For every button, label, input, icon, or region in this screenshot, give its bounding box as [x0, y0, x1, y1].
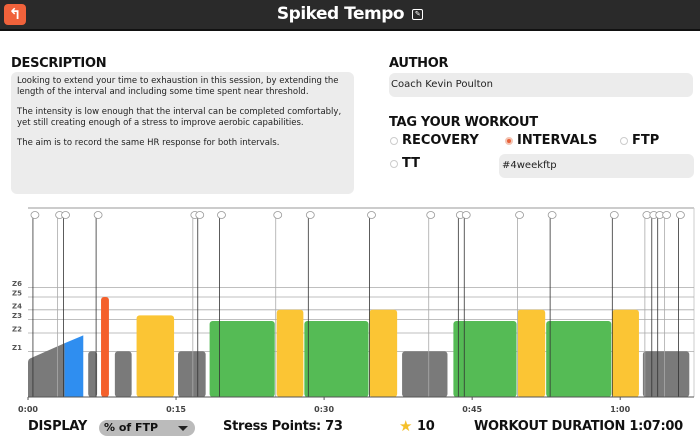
tag-tt-radio[interactable]: TT [390, 156, 420, 171]
star-icon: ★ [399, 417, 413, 435]
text-event-bubble-icon[interactable] [217, 211, 226, 219]
title-text: Spiked Tempo [276, 4, 405, 24]
interval-block[interactable] [114, 351, 132, 397]
description-paragraph: The aim is to record the same HR respons… [17, 138, 280, 148]
interval-block[interactable] [517, 309, 546, 397]
interval-block[interactable] [642, 351, 690, 397]
display-select[interactable]: % of FTP [99, 420, 195, 436]
interval-block[interactable] [276, 309, 304, 397]
back-button[interactable]: ↰ [4, 4, 26, 25]
text-event-bubble-icon[interactable] [515, 211, 524, 219]
interval-block[interactable] [88, 351, 98, 397]
description-paragraph: Looking to extend your time to exhaustio… [17, 76, 339, 97]
interval-block[interactable] [402, 351, 448, 397]
x-tick-label: 0:15 [166, 405, 186, 414]
chevron-down-icon [178, 426, 188, 431]
text-event-bubble-icon[interactable] [367, 211, 376, 219]
hashtag-field[interactable]: #4weekftp [499, 154, 694, 178]
text-event-bubble-icon[interactable] [426, 211, 436, 219]
radio-icon [390, 136, 398, 145]
zone-label: Z2 [12, 326, 22, 334]
interval-block[interactable] [209, 321, 275, 397]
interval-block[interactable] [178, 351, 206, 397]
text-event-bubble-icon[interactable] [61, 211, 70, 219]
radio-label: INTERVALS [517, 133, 598, 148]
description-heading: DESCRIPTION [11, 56, 107, 71]
interval-block[interactable] [101, 297, 109, 397]
text-event-bubble-icon[interactable] [461, 211, 471, 219]
zone-label: Z6 [12, 280, 22, 288]
tag-heading: TAG YOUR WORKOUT [389, 115, 538, 130]
x-tick-label: 0:45 [462, 405, 482, 414]
zone-label: Z1 [12, 344, 22, 352]
description-paragraph: The intensity is low enough that the int… [17, 107, 342, 128]
zone-label: Z3 [12, 312, 22, 320]
text-event-bubble-icon[interactable] [662, 211, 672, 219]
text-event-bubble-icon[interactable] [676, 211, 685, 219]
radio-label: RECOVERY [402, 133, 479, 148]
edit-icon[interactable]: ✎ [412, 8, 424, 20]
text-event-bubble-icon[interactable] [305, 211, 315, 219]
ramp-block-blue[interactable] [64, 335, 84, 397]
workout-chart[interactable]: Z1 Z2 Z3 Z4 Z5 Z6 0:00 0:15 0:30 0:45 1:00 [0, 205, 700, 420]
tag-intervals-radio[interactable]: INTERVALS [505, 133, 597, 148]
star-count: 10 [417, 419, 435, 434]
ramp-block[interactable] [28, 343, 65, 397]
interval-block[interactable] [304, 321, 369, 397]
interval-block[interactable] [612, 309, 639, 397]
interval-block[interactable] [136, 315, 175, 397]
text-event-bubble-icon[interactable] [93, 211, 103, 219]
zone-label: Z5 [12, 290, 22, 298]
author-field[interactable]: Coach Kevin Poulton [389, 73, 693, 97]
display-select-value: % of FTP [104, 421, 159, 434]
interval-block[interactable] [546, 321, 612, 397]
workout-duration: WORKOUT DURATION 1:07:00 [474, 419, 683, 434]
radio-icon [390, 159, 398, 168]
text-event-bubble-icon[interactable] [195, 211, 205, 219]
text-event-bubble-icon[interactable] [547, 211, 557, 219]
radio-label: FTP [632, 133, 660, 148]
radio-label: TT [402, 156, 421, 171]
workout-title[interactable]: Spiked Tempo ✎ [0, 4, 700, 24]
description-field[interactable]: Looking to extend your time to exhaustio… [11, 72, 354, 194]
display-label: DISPLAY [28, 419, 87, 434]
interval-block[interactable] [453, 321, 517, 397]
author-heading: AUTHOR [389, 56, 449, 71]
zone-label: Z4 [12, 302, 22, 310]
x-tick-label: 1:00 [610, 405, 630, 414]
interval-block[interactable] [369, 309, 398, 397]
text-event-bubble-icon[interactable] [273, 211, 283, 219]
stress-points: Stress Points: 73 [223, 419, 343, 434]
header-bar: ↰ Spiked Tempo ✎ [0, 0, 700, 31]
radio-selected-icon [505, 136, 513, 145]
tag-recovery-radio[interactable]: RECOVERY [390, 133, 479, 148]
radio-icon [620, 136, 628, 145]
x-tick-label: 0:00 [18, 405, 38, 414]
tag-ftp-radio[interactable]: FTP [620, 133, 659, 148]
x-tick-label: 0:30 [314, 405, 334, 414]
back-arrow-icon: ↰ [8, 5, 22, 23]
text-event-bubble-icon[interactable] [30, 211, 40, 219]
text-event-bubble-icon[interactable] [609, 211, 619, 219]
